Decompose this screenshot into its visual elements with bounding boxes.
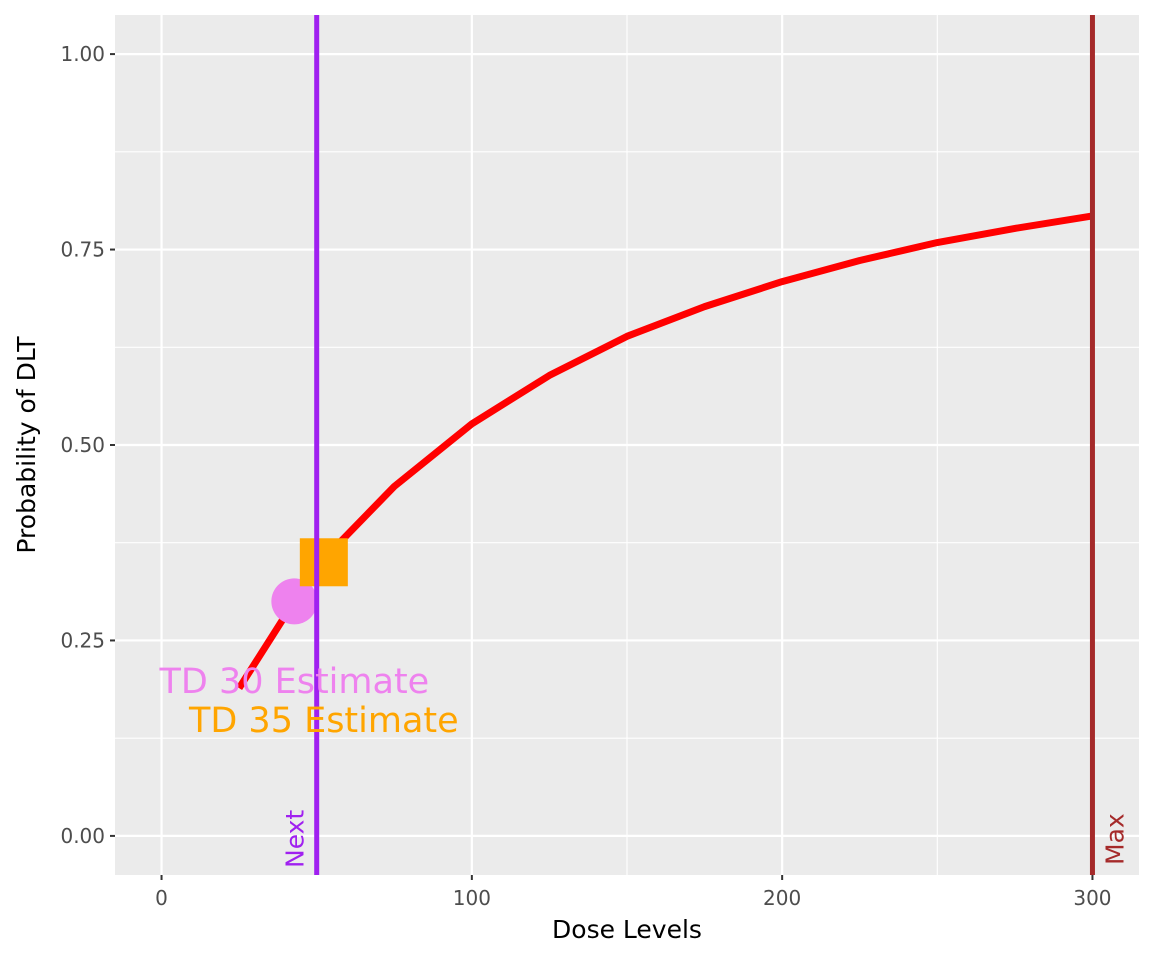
y-tick-label: 0.00 [60,824,105,848]
td35-marker [299,538,348,587]
x-tick-label: 300 [1073,886,1111,910]
dlt-curve [236,212,1094,691]
x-axis-title: Dose Levels [552,915,702,944]
y-tick-label: 1.00 [60,42,105,66]
x-tick-label: 200 [763,886,801,910]
y-axis-title: Probability of DLT [12,336,41,554]
y-tick-label: 0.25 [60,628,105,652]
x-tick-label: 0 [155,886,168,910]
y-tick-label: 0.50 [60,433,105,457]
axes: 0 100 200 300 0.00 0.25 0.50 0.75 1.00 [60,42,1111,910]
vline-label-max: Max [1100,813,1129,865]
td35-label: TD 35 Estimate [188,701,459,741]
td30-label: TD 30 Estimate [158,662,429,702]
x-tick-label: 100 [453,886,491,910]
td30-marker [271,578,318,625]
y-tick-label: 0.75 [60,238,105,262]
vline-label-next: Next [281,810,310,868]
